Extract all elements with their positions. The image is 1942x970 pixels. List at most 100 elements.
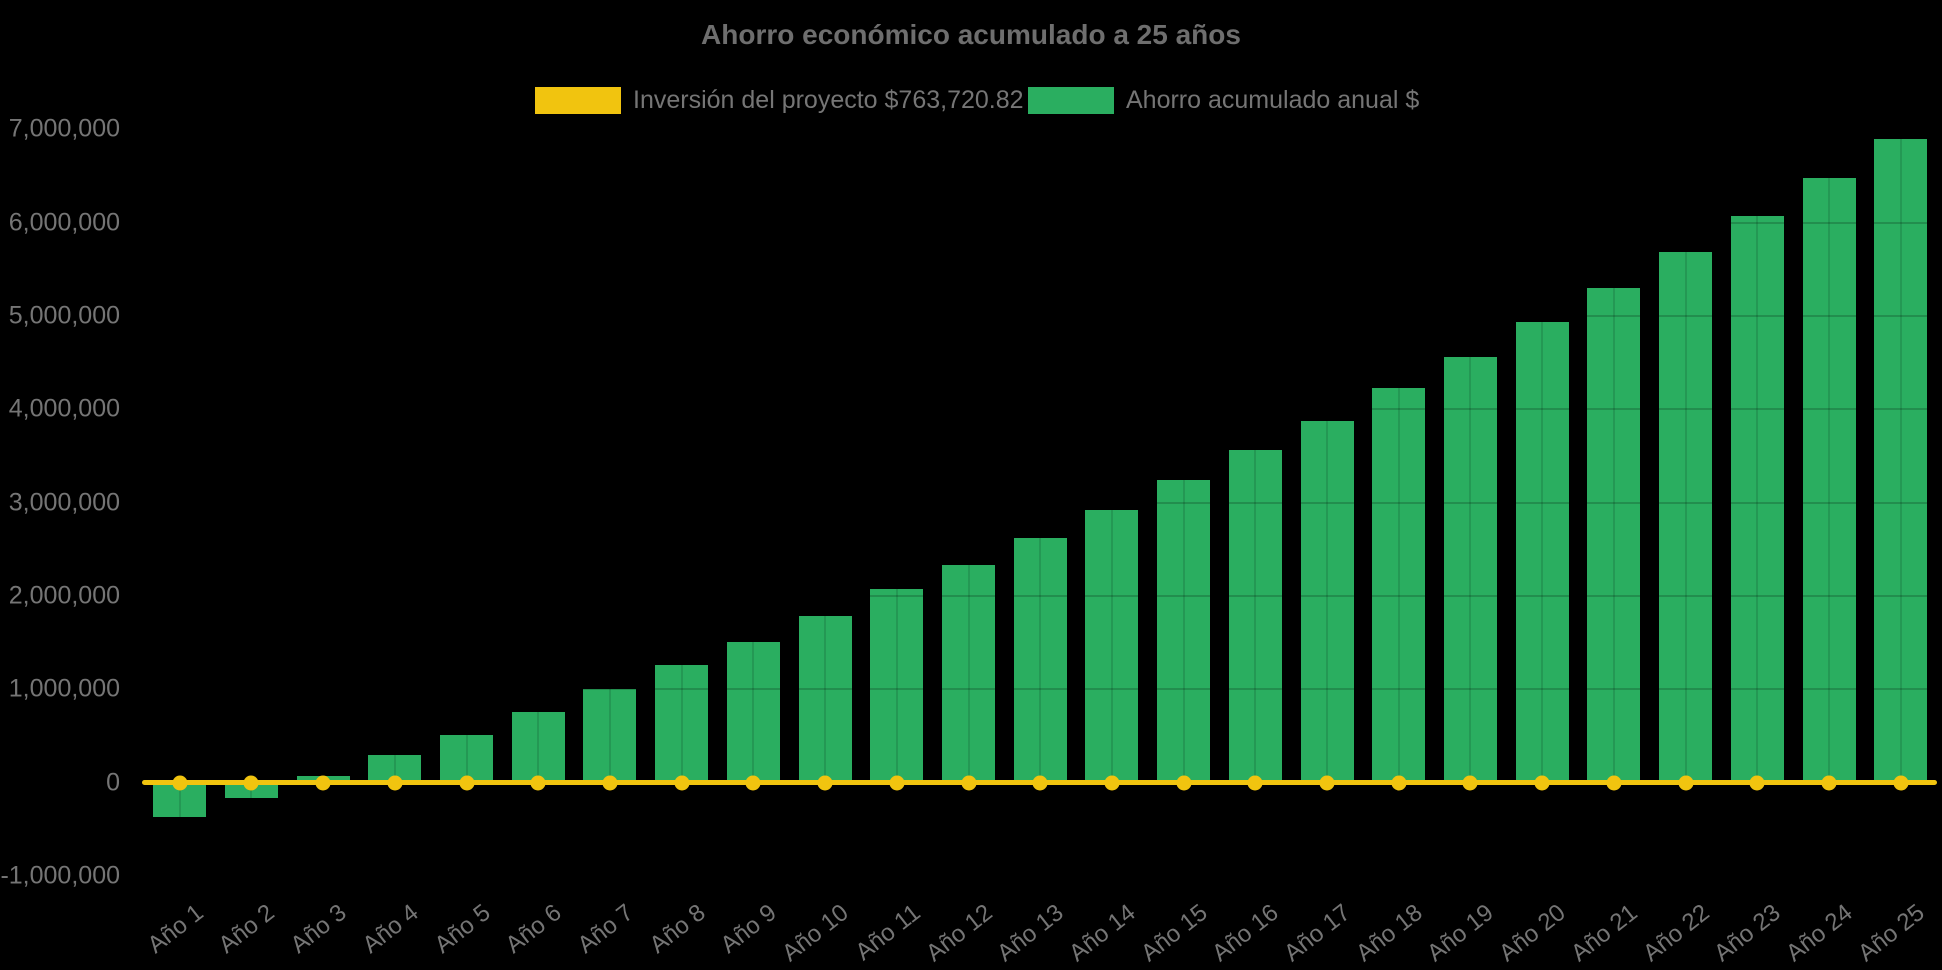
investment-line-point[interactable] bbox=[1032, 775, 1048, 790]
investment-line-point[interactable] bbox=[1606, 775, 1622, 790]
vertical-gridline bbox=[178, 129, 181, 876]
investment-line-point[interactable] bbox=[243, 775, 259, 790]
vertical-gridline bbox=[465, 129, 468, 876]
x-axis-tick-label: Año 4 bbox=[357, 899, 424, 959]
x-axis-tick-label: Año 5 bbox=[429, 899, 496, 959]
x-axis-tick-label: Año 19 bbox=[1422, 899, 1500, 968]
bar-año-19[interactable] bbox=[1443, 356, 1497, 783]
bar-año-17[interactable] bbox=[1300, 421, 1354, 783]
vertical-gridline bbox=[250, 129, 253, 876]
vertical-gridline bbox=[393, 129, 396, 876]
horizontal-gridline bbox=[142, 501, 1937, 504]
vertical-gridline bbox=[1612, 129, 1615, 876]
investment-line-point[interactable] bbox=[1534, 775, 1550, 790]
vertical-gridline bbox=[1254, 129, 1257, 876]
horizontal-gridline bbox=[142, 314, 1937, 317]
bar-año-21[interactable] bbox=[1587, 288, 1641, 783]
investment-line-point[interactable] bbox=[1893, 775, 1909, 790]
x-axis-tick-label: Año 23 bbox=[1709, 899, 1786, 968]
vertical-gridline bbox=[537, 129, 540, 876]
investment-line-point[interactable] bbox=[817, 775, 833, 790]
bar-año-22[interactable] bbox=[1659, 252, 1713, 783]
bar-año-10[interactable] bbox=[798, 615, 852, 783]
bar-año-25[interactable] bbox=[1874, 139, 1928, 783]
investment-line-point[interactable] bbox=[1749, 775, 1765, 790]
legend-item-inversion[interactable]: Inversión del proyecto $763,720.82 bbox=[535, 86, 1024, 115]
chart-title: Ahorro económico acumulado a 25 años bbox=[701, 19, 1241, 50]
x-axis-tick-label: Año 11 bbox=[850, 899, 926, 967]
x-axis-tick-label: Año 2 bbox=[213, 899, 281, 959]
vertical-gridline bbox=[608, 129, 611, 876]
bar-año-12[interactable] bbox=[942, 564, 995, 783]
y-axis-tick-label: 2,000,000 bbox=[8, 581, 120, 610]
legend-swatch-inversion bbox=[535, 87, 621, 114]
investment-line-point[interactable] bbox=[1821, 775, 1837, 790]
bar-año-14[interactable] bbox=[1085, 509, 1139, 783]
horizontal-gridline bbox=[142, 594, 1937, 597]
x-axis-tick-label: Año 9 bbox=[715, 899, 782, 959]
y-axis-tick-label: 6,000,000 bbox=[8, 208, 120, 237]
vertical-gridline bbox=[1541, 129, 1544, 876]
investment-line-point[interactable] bbox=[1104, 775, 1120, 790]
x-axis-tick-label: Año 1 bbox=[142, 899, 209, 959]
bar-año-23[interactable] bbox=[1730, 215, 1784, 783]
bar-año-16[interactable] bbox=[1228, 450, 1282, 783]
x-axis-tick-label: Año 25 bbox=[1852, 899, 1930, 968]
y-axis-tick-label: 1,000,000 bbox=[8, 674, 120, 703]
bar-año-18[interactable] bbox=[1372, 388, 1426, 783]
bar-año-6[interactable] bbox=[511, 711, 565, 783]
vertical-gridline bbox=[1039, 129, 1042, 876]
x-axis-tick-label: Año 20 bbox=[1494, 899, 1571, 968]
bar-año-13[interactable] bbox=[1013, 537, 1067, 783]
x-axis-tick-label: Año 8 bbox=[644, 899, 711, 959]
investment-line-point[interactable] bbox=[889, 775, 905, 790]
investment-line-point[interactable] bbox=[745, 775, 761, 790]
investment-line-point[interactable] bbox=[961, 775, 976, 790]
vertical-gridline bbox=[322, 129, 325, 876]
vertical-gridline bbox=[680, 129, 683, 876]
bar-año-11[interactable] bbox=[870, 589, 924, 783]
bar-año-15[interactable] bbox=[1157, 479, 1211, 783]
x-axis-tick-label: Año 18 bbox=[1350, 899, 1428, 968]
investment-line-point[interactable] bbox=[530, 775, 546, 790]
x-axis-tick-label: Año 17 bbox=[1279, 899, 1356, 968]
bar-año-5[interactable] bbox=[440, 734, 494, 783]
x-axis-tick-label: Año 6 bbox=[500, 899, 567, 959]
x-axis-tick-label: Año 7 bbox=[572, 899, 639, 959]
bar-año-7[interactable] bbox=[583, 689, 637, 783]
vertical-gridline bbox=[1469, 129, 1472, 876]
investment-line-point[interactable] bbox=[674, 775, 690, 790]
legend-item-ahorro[interactable]: Ahorro acumulado anual $ bbox=[1028, 86, 1419, 115]
bar-año-20[interactable] bbox=[1515, 322, 1569, 783]
vertical-gridline bbox=[1326, 129, 1329, 876]
investment-line-point[interactable] bbox=[172, 775, 188, 790]
investment-line-point[interactable] bbox=[1319, 775, 1335, 790]
bar-año-8[interactable] bbox=[655, 665, 709, 783]
investment-line-point[interactable] bbox=[602, 775, 618, 790]
bar-año-9[interactable] bbox=[726, 642, 780, 783]
investment-line-point[interactable] bbox=[387, 775, 403, 790]
y-axis-tick-label: 5,000,000 bbox=[8, 301, 120, 330]
bar-año-2[interactable] bbox=[224, 782, 278, 798]
vertical-gridline bbox=[752, 129, 755, 876]
y-axis-tick-label: -1,000,000 bbox=[0, 861, 120, 890]
vertical-gridline bbox=[1110, 129, 1113, 876]
investment-line-point[interactable] bbox=[1247, 775, 1263, 790]
investment-line-point[interactable] bbox=[1391, 775, 1407, 790]
x-axis-tick-label: Año 22 bbox=[1637, 899, 1715, 968]
investment-line-point[interactable] bbox=[459, 775, 475, 790]
x-axis-tick-label: Año 24 bbox=[1781, 899, 1858, 968]
investment-line-point[interactable] bbox=[1176, 775, 1192, 790]
horizontal-gridline bbox=[142, 408, 1937, 411]
legend-label-inversion: Inversión del proyecto $763,720.82 bbox=[633, 86, 1024, 114]
y-axis-tick-label: 0 bbox=[106, 768, 120, 796]
vertical-gridline bbox=[1756, 129, 1759, 876]
investment-line-point[interactable] bbox=[315, 775, 331, 790]
investment-line-point[interactable] bbox=[1462, 775, 1478, 790]
bar-año-24[interactable] bbox=[1802, 178, 1856, 783]
horizontal-gridline bbox=[142, 688, 1937, 691]
x-axis-tick-label: Año 15 bbox=[1135, 899, 1213, 968]
x-axis-tick-label: Año 12 bbox=[920, 899, 998, 968]
investment-line-point[interactable] bbox=[1678, 775, 1694, 790]
